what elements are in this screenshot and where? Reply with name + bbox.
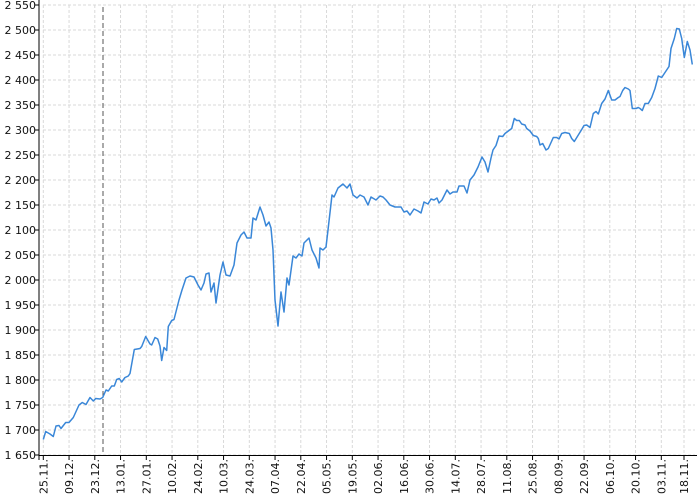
y-tick-label: 2 100 (5, 224, 37, 237)
x-tick-label: 16.06. (398, 459, 411, 494)
y-tick-label: 2 350 (5, 99, 37, 112)
x-tick-label: 06.10. (604, 459, 617, 494)
x-tick-label: 22.04. (295, 459, 308, 494)
x-tick-label: 25.08. (527, 459, 540, 494)
x-tick-label: 13.01. (115, 459, 128, 494)
x-tick-label: 20.10. (630, 459, 643, 494)
y-tick-label: 2 200 (5, 174, 37, 187)
y-tick-label: 2 550 (5, 0, 37, 12)
y-tick-label: 2 150 (5, 199, 37, 212)
x-tick-label: 02.06. (372, 459, 385, 494)
x-tick-label: 23.12. (89, 459, 102, 494)
x-tick-label: 28.07. (475, 459, 488, 494)
y-tick-label: 1 700 (5, 424, 37, 437)
x-tick-label: 19.05. (346, 459, 359, 494)
x-tick-label: 25.11. (37, 459, 50, 494)
x-axis-ticks: 25.11. 09.12. 23.12. 13.01. 27.01. 10.02. 24.0… (37, 455, 691, 494)
x-tick-label: 10.02. (166, 459, 179, 494)
y-tick-label: 2 250 (5, 149, 37, 162)
x-tick-label: 08.09. (552, 459, 565, 494)
y-tick-label: 2 000 (5, 274, 37, 287)
y-tick-label: 1 950 (5, 299, 37, 312)
y-tick-label: 2 500 (5, 24, 37, 37)
x-tick-label: 09.12. (63, 459, 76, 494)
x-tick-label: 03.11. (655, 459, 668, 494)
y-tick-label: 1 650 (5, 449, 37, 462)
x-tick-label: 11.08. (501, 459, 514, 494)
x-tick-label: 24.03. (243, 459, 256, 494)
y-tick-label: 1 900 (5, 324, 37, 337)
y-axis-ticks: 1 650 1 700 1 750 1 800 1 850 1 900 1 950 2 000… (5, 0, 39, 462)
x-tick-label: 24.02. (192, 459, 205, 494)
y-tick-label: 2 400 (5, 74, 37, 87)
x-tick-label: 30.06. (424, 459, 437, 494)
y-tick-label: 2 050 (5, 249, 37, 262)
series-line (42, 27, 694, 440)
y-tick-label: 1 850 (5, 349, 37, 362)
x-tick-label: 05.05. (321, 459, 334, 494)
x-tick-label: 27.01. (140, 459, 153, 494)
x-tick-label: 14.07. (449, 459, 462, 494)
x-tick-label: 10.03. (218, 459, 231, 494)
grid (42, 4, 695, 456)
x-tick-label: 22.09. (578, 459, 591, 494)
y-tick-label: 1 750 (5, 399, 37, 412)
y-tick-label: 1 800 (5, 374, 37, 387)
y-tick-label: 2 300 (5, 124, 37, 137)
x-tick-label: 07.04. (269, 459, 282, 494)
y-tick-label: 2 450 (5, 49, 37, 62)
x-tick-label: 18.11. (678, 459, 691, 494)
